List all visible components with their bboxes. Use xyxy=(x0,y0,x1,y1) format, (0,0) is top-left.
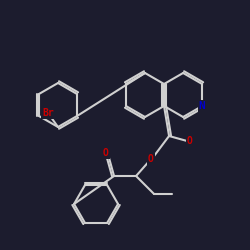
Text: N: N xyxy=(199,101,205,111)
Text: O: O xyxy=(103,148,109,158)
Text: Br: Br xyxy=(42,108,54,118)
Text: O: O xyxy=(148,154,154,164)
Text: O: O xyxy=(187,136,193,146)
